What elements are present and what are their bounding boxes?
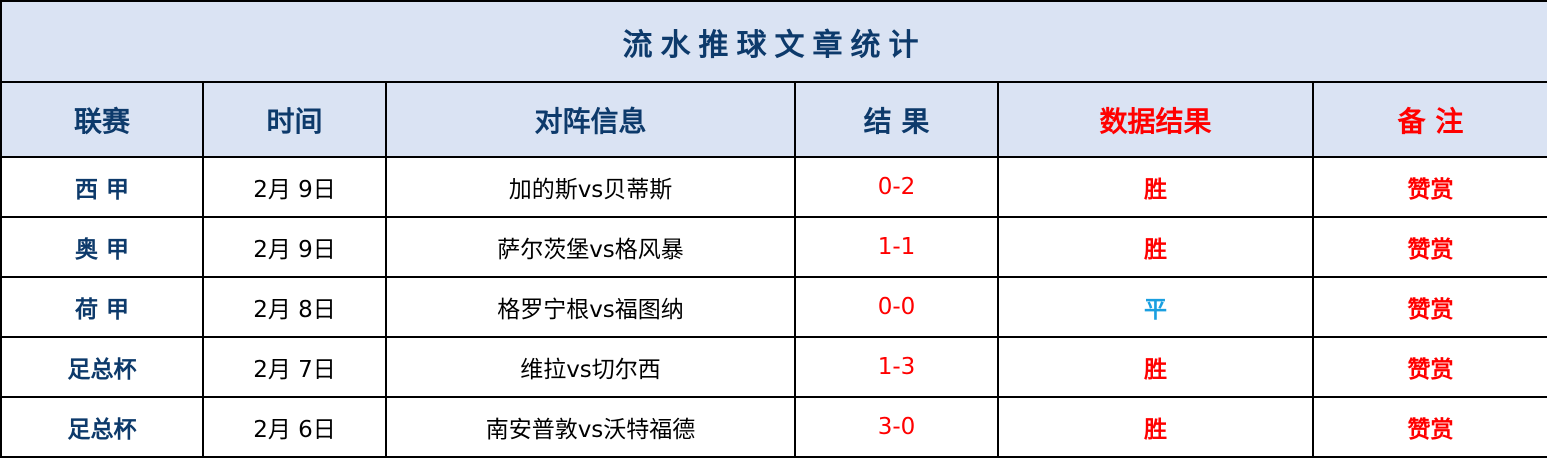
cell-date: 2月 9日: [202, 216, 387, 278]
cell-match: 南安普敦vs沃特福德: [385, 396, 796, 458]
cell-note: 赞赏: [1312, 276, 1547, 338]
cell-match: 维拉vs切尔西: [385, 336, 796, 398]
header-time: 时间: [202, 81, 387, 158]
table-row: 足总杯 2月 6日 南安普敦vs沃特福德 3-0 胜赞赏: [0, 396, 1547, 458]
cell-score: 0-0: [794, 276, 999, 338]
cell-match: 加的斯vs贝蒂斯: [385, 156, 796, 218]
cell-score: 1-1: [794, 216, 999, 278]
table-row: 足总杯 2月 7日 维拉vs切尔西 1-3 胜赞赏: [0, 336, 1547, 398]
cell-league: 西 甲: [0, 156, 204, 218]
cell-date: 2月 7日: [202, 336, 387, 398]
table-title: 流水推球文章统计: [0, 0, 1547, 83]
header-league: 联赛: [0, 81, 204, 158]
cell-date: 2月 9日: [202, 156, 387, 218]
table-row: 西 甲 2月 9日 加的斯vs贝蒂斯 0-2 胜赞赏: [0, 156, 1547, 218]
header-data-result: 数据结果: [997, 81, 1314, 158]
cell-league: 奥 甲: [0, 216, 204, 278]
cell-note: 赞赏: [1312, 216, 1547, 278]
cell-date: 2月 6日: [202, 396, 387, 458]
cell-score: 1-3: [794, 336, 999, 398]
cell-note: 赞赏: [1312, 336, 1547, 398]
table-row: 荷 甲 2月 8日 格罗宁根vs福图纳 0-0 平赞赏: [0, 276, 1547, 338]
cell-league: 荷 甲: [0, 276, 204, 338]
cell-result: 胜: [997, 216, 1314, 278]
cell-result: 平: [997, 276, 1314, 338]
cell-result: 胜: [997, 396, 1314, 458]
header-score: 结 果: [794, 81, 999, 158]
cell-score: 0-2: [794, 156, 999, 218]
cell-league: 足总杯: [0, 396, 204, 458]
cell-match: 格罗宁根vs福图纳: [385, 276, 796, 338]
cell-note: 赞赏: [1312, 396, 1547, 458]
cell-league: 足总杯: [0, 336, 204, 398]
cell-result: 胜: [997, 156, 1314, 218]
cell-date: 2月 8日: [202, 276, 387, 338]
cell-score: 3-0: [794, 396, 999, 458]
table-row: 奥 甲 2月 9日 萨尔茨堡vs格风暴 1-1 胜赞赏: [0, 216, 1547, 278]
cell-result: 胜: [997, 336, 1314, 398]
cell-note: 赞赏: [1312, 156, 1547, 218]
header-row: 联赛 时间 对阵信息 结 果 数据结果 备 注: [0, 81, 1547, 158]
header-match: 对阵信息: [385, 81, 796, 158]
header-note: 备 注: [1312, 81, 1547, 158]
cell-match: 萨尔茨堡vs格风暴: [385, 216, 796, 278]
